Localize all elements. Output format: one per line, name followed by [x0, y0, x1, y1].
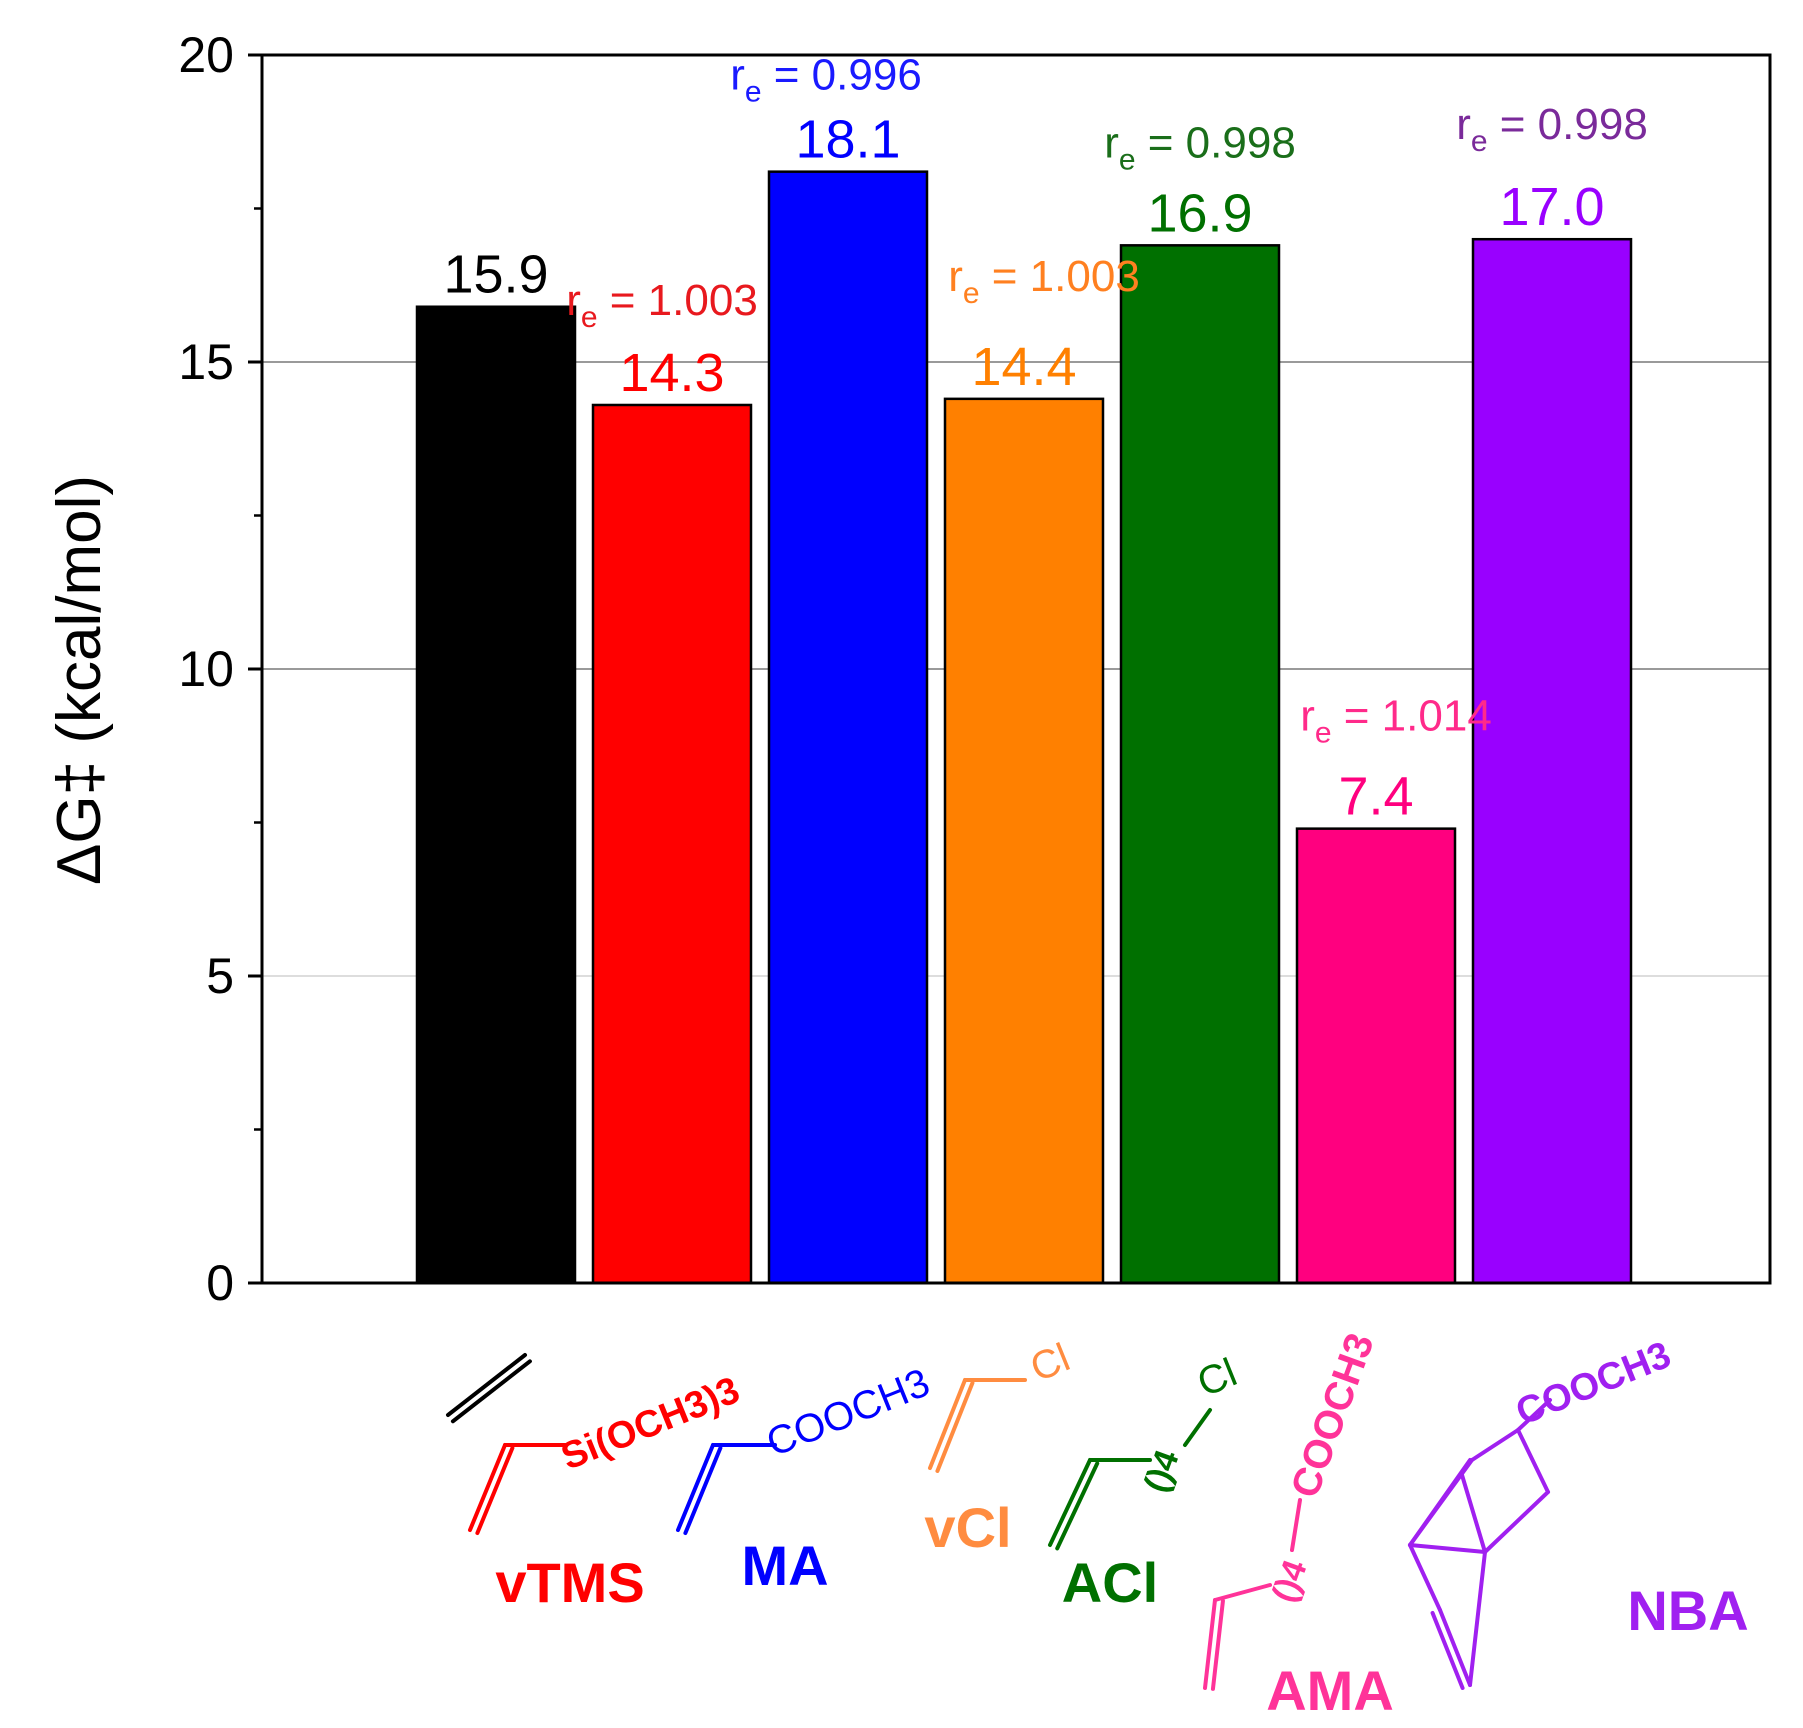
bar-MA — [767, 170, 929, 1285]
chain-label: ()4 — [1265, 1555, 1315, 1607]
bond — [1055, 1461, 1100, 1551]
substituent-label: COOCH3 — [1510, 1334, 1676, 1434]
y-tick-label: 10 — [178, 641, 234, 697]
bond — [1430, 1610, 1465, 1690]
bond — [1408, 1543, 1442, 1612]
re-label: re = 0.998 — [1456, 100, 1648, 158]
bar-ethylene — [415, 305, 577, 1285]
bar-ACl — [1119, 244, 1281, 1285]
substituent-label: COOCH3 — [761, 1360, 936, 1465]
bond — [1460, 1473, 1487, 1554]
bond — [446, 1353, 527, 1417]
substituent-label: COOCH3 — [1283, 1328, 1383, 1504]
bond — [1470, 1428, 1520, 1462]
value-label: 14.3 — [619, 343, 724, 403]
bar-vTMS — [591, 403, 753, 1285]
y-tick-label: 5 — [206, 948, 234, 1004]
bond — [1483, 1490, 1550, 1554]
monomer-name: MA — [741, 1534, 828, 1597]
bond — [475, 1446, 515, 1536]
bar-NBA — [1471, 237, 1633, 1285]
value-label: 16.9 — [1147, 183, 1252, 243]
bond — [1516, 1398, 1552, 1432]
bar-AMA — [1295, 827, 1457, 1285]
substituent-label: Si(OCH3)3 — [556, 1369, 746, 1478]
y-axis-label: ΔG‡ (kcal/mol) — [45, 475, 114, 885]
value-label: 18.1 — [795, 110, 900, 170]
monomer-name: ACl — [1062, 1551, 1158, 1614]
y-tick-label: 0 — [206, 1255, 234, 1311]
value-label: 14.4 — [971, 337, 1076, 397]
bond — [468, 1443, 507, 1532]
bond — [1290, 1498, 1302, 1552]
bond — [1213, 1583, 1272, 1602]
chain-label: ()4 — [1137, 1445, 1187, 1497]
axes: 0 5 10 15 20 — [178, 27, 1772, 1311]
bond — [1210, 1598, 1225, 1691]
bond — [1408, 1543, 1487, 1554]
value-label: 7.4 — [1338, 767, 1413, 827]
re-label: re = 1.003 — [566, 276, 758, 334]
bar-vCl — [943, 397, 1105, 1285]
bond — [1438, 1608, 1472, 1687]
bond — [1048, 1458, 1092, 1547]
bond — [450, 1359, 532, 1424]
y-tick-label: 15 — [178, 334, 234, 390]
re-label: re = 1.014 — [1300, 692, 1492, 750]
monomer-name: vTMS — [495, 1551, 644, 1614]
value-label: 15.9 — [443, 245, 548, 305]
y-tick-label: 20 — [178, 27, 234, 83]
substituent-label: Cl — [1191, 1350, 1243, 1405]
bond — [1183, 1408, 1212, 1447]
bond — [935, 1380, 975, 1473]
monomer-name: AMA — [1266, 1659, 1394, 1722]
bond — [1203, 1598, 1217, 1690]
re-label: re = 0.996 — [730, 51, 922, 109]
bars — [415, 170, 1633, 1285]
bond — [928, 1378, 967, 1470]
monomer-name: vCl — [924, 1496, 1011, 1559]
bond — [676, 1443, 715, 1532]
value-labels: 15.9 14.3 re = 1.003 18.1re = 0.996 14.4 re =… — [443, 51, 1647, 827]
monomer-name: NBA — [1627, 1579, 1748, 1642]
re-label: re = 1.003 — [948, 252, 1140, 310]
bond — [1408, 1458, 1472, 1547]
substituent-label: Cl — [1024, 1335, 1076, 1390]
re-label: re = 0.998 — [1104, 118, 1296, 176]
bond — [683, 1446, 723, 1536]
value-label: 17.0 — [1499, 177, 1604, 237]
bond — [1516, 1428, 1550, 1494]
bond — [1468, 1550, 1487, 1687]
